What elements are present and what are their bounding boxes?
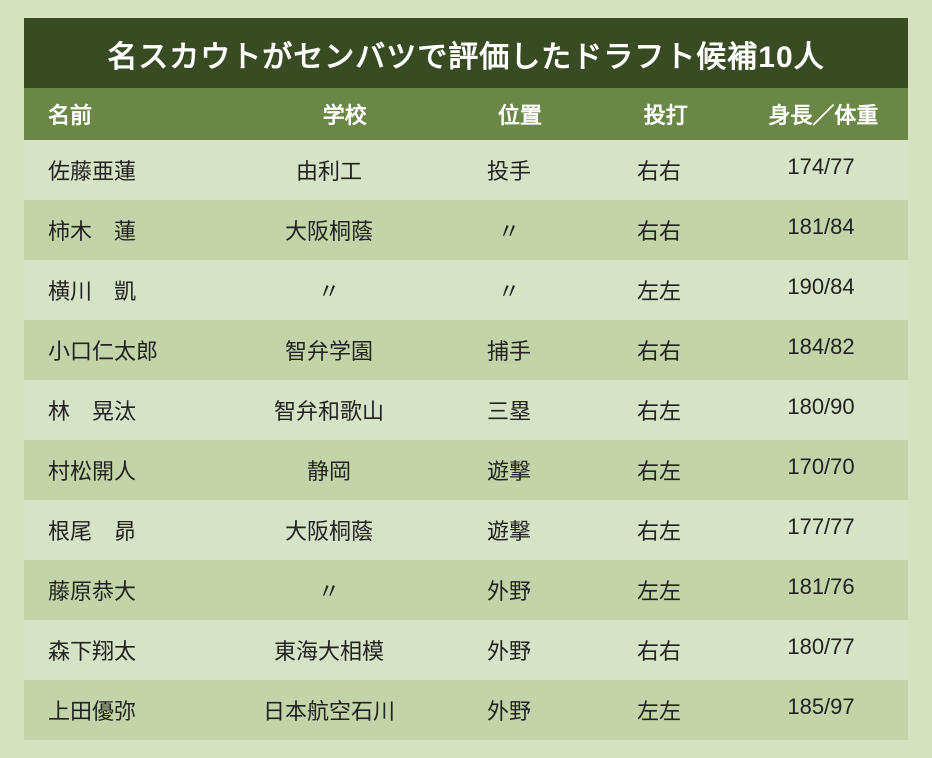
cell-school: 静岡 xyxy=(224,440,434,500)
col-header-pos: 位置 xyxy=(447,88,593,140)
cell-name: 村松開人 xyxy=(24,440,224,500)
cell-pos: 三塁 xyxy=(434,380,584,440)
cell-school: 由利工 xyxy=(224,140,434,200)
cell-hw: 177/77 xyxy=(734,500,908,560)
table-row: 柿木 蓮大阪桐蔭〃右右181/84 xyxy=(24,200,908,260)
cell-bt: 左左 xyxy=(584,260,734,320)
table-row: 村松開人静岡遊撃右左170/70 xyxy=(24,440,908,500)
cell-hw: 174/77 xyxy=(734,140,908,200)
cell-bt: 右右 xyxy=(584,620,734,680)
cell-pos: 遊撃 xyxy=(434,440,584,500)
cell-school: 東海大相模 xyxy=(224,620,434,680)
col-header-school: 学校 xyxy=(243,88,447,140)
cell-bt: 右左 xyxy=(584,500,734,560)
cell-school: 智弁学園 xyxy=(224,320,434,380)
cell-hw: 185/97 xyxy=(734,680,908,740)
table-row: 根尾 昴大阪桐蔭遊撃右左177/77 xyxy=(24,500,908,560)
table-row: 上田優弥日本航空石川外野左左185/97 xyxy=(24,680,908,740)
cell-pos: 外野 xyxy=(434,620,584,680)
col-header-bt: 投打 xyxy=(593,88,739,140)
cell-school: 大阪桐蔭 xyxy=(224,500,434,560)
cell-pos: 〃 xyxy=(434,200,584,260)
cell-hw: 190/84 xyxy=(734,260,908,320)
cell-name: 藤原恭大 xyxy=(24,560,224,620)
table-row: 小口仁太郎智弁学園捕手右右184/82 xyxy=(24,320,908,380)
cell-pos: 捕手 xyxy=(434,320,584,380)
table-body: 佐藤亜蓮由利工投手右右174/77柿木 蓮大阪桐蔭〃右右181/84横川 凱〃〃… xyxy=(24,140,908,740)
cell-school: 〃 xyxy=(224,560,434,620)
cell-name: 森下翔太 xyxy=(24,620,224,680)
cell-name: 林 晃汰 xyxy=(24,380,224,440)
cell-bt: 右左 xyxy=(584,380,734,440)
table-row: 森下翔太東海大相模外野右右180/77 xyxy=(24,620,908,680)
cell-bt: 右右 xyxy=(584,200,734,260)
cell-pos: 外野 xyxy=(434,560,584,620)
cell-school: 日本航空石川 xyxy=(224,680,434,740)
cell-hw: 170/70 xyxy=(734,440,908,500)
cell-pos: 〃 xyxy=(434,260,584,320)
cell-school: 〃 xyxy=(224,260,434,320)
cell-pos: 外野 xyxy=(434,680,584,740)
cell-name: 佐藤亜蓮 xyxy=(24,140,224,200)
cell-hw: 184/82 xyxy=(734,320,908,380)
table-header-row: 名前 学校 位置 投打 身長／体重 xyxy=(24,88,908,140)
table-container: 名スカウトがセンバツで評価したドラフト候補10人 名前 学校 位置 投打 身長／… xyxy=(0,0,932,758)
cell-hw: 181/84 xyxy=(734,200,908,260)
table-row: 横川 凱〃〃左左190/84 xyxy=(24,260,908,320)
cell-name: 上田優弥 xyxy=(24,680,224,740)
cell-hw: 181/76 xyxy=(734,560,908,620)
cell-school: 智弁和歌山 xyxy=(224,380,434,440)
cell-name: 根尾 昴 xyxy=(24,500,224,560)
cell-pos: 遊撃 xyxy=(434,500,584,560)
cell-bt: 右右 xyxy=(584,140,734,200)
cell-bt: 右右 xyxy=(584,320,734,380)
cell-name: 横川 凱 xyxy=(24,260,224,320)
table-title: 名スカウトがセンバツで評価したドラフト候補10人 xyxy=(24,18,908,88)
cell-bt: 左左 xyxy=(584,560,734,620)
cell-bt: 左左 xyxy=(584,680,734,740)
col-header-hw: 身長／体重 xyxy=(739,88,908,140)
cell-pos: 投手 xyxy=(434,140,584,200)
cell-name: 小口仁太郎 xyxy=(24,320,224,380)
cell-school: 大阪桐蔭 xyxy=(224,200,434,260)
table-row: 佐藤亜蓮由利工投手右右174/77 xyxy=(24,140,908,200)
table-row: 藤原恭大〃外野左左181/76 xyxy=(24,560,908,620)
cell-hw: 180/77 xyxy=(734,620,908,680)
cell-bt: 右左 xyxy=(584,440,734,500)
table-row: 林 晃汰智弁和歌山三塁右左180/90 xyxy=(24,380,908,440)
cell-name: 柿木 蓮 xyxy=(24,200,224,260)
col-header-name: 名前 xyxy=(24,88,243,140)
cell-hw: 180/90 xyxy=(734,380,908,440)
